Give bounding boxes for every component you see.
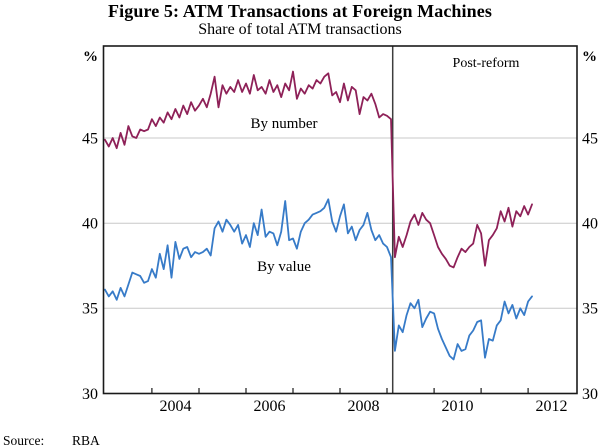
x-tick-2006: 2006 <box>254 398 286 415</box>
y-tick-left-45: 45 <box>82 131 98 148</box>
x-tick-2012: 2012 <box>536 398 568 415</box>
by-number-series-label: By number <box>250 116 317 132</box>
by-value-series-label: By value <box>257 259 311 275</box>
series-lines <box>104 70 533 361</box>
source-line: Source: RBA <box>3 433 100 448</box>
y-tick-right-40: 40 <box>582 216 598 233</box>
y-tick-right-45: 45 <box>582 131 598 148</box>
y-tick-left-40: 40 <box>82 216 98 233</box>
y-tick-right-35: 35 <box>582 301 598 318</box>
post-reform-label: Post-reform <box>453 56 520 71</box>
y-tick-left-30: 30 <box>82 386 98 403</box>
y-axis-unit-left: % <box>83 49 98 65</box>
plot-frame <box>102 45 578 395</box>
y-gridlines <box>103 137 577 309</box>
x-tick-2004: 2004 <box>160 398 192 415</box>
y-axis-unit-right: % <box>582 49 597 65</box>
x-tick-marks <box>151 388 529 394</box>
series-line-by-value <box>104 198 533 361</box>
chart-title: Figure 5: ATM Transactions at Foreign Ma… <box>108 1 492 21</box>
y-tick-left-35: 35 <box>82 301 98 318</box>
y-tick-right-30: 30 <box>582 386 598 403</box>
source-label: Source: <box>3 433 45 448</box>
chart-subtitle: Share of total ATM transactions <box>198 21 402 38</box>
x-tick-2010: 2010 <box>442 398 474 415</box>
series-line-by-number <box>104 70 533 269</box>
x-tick-2008: 2008 <box>348 398 380 415</box>
source-value: RBA <box>72 433 100 448</box>
